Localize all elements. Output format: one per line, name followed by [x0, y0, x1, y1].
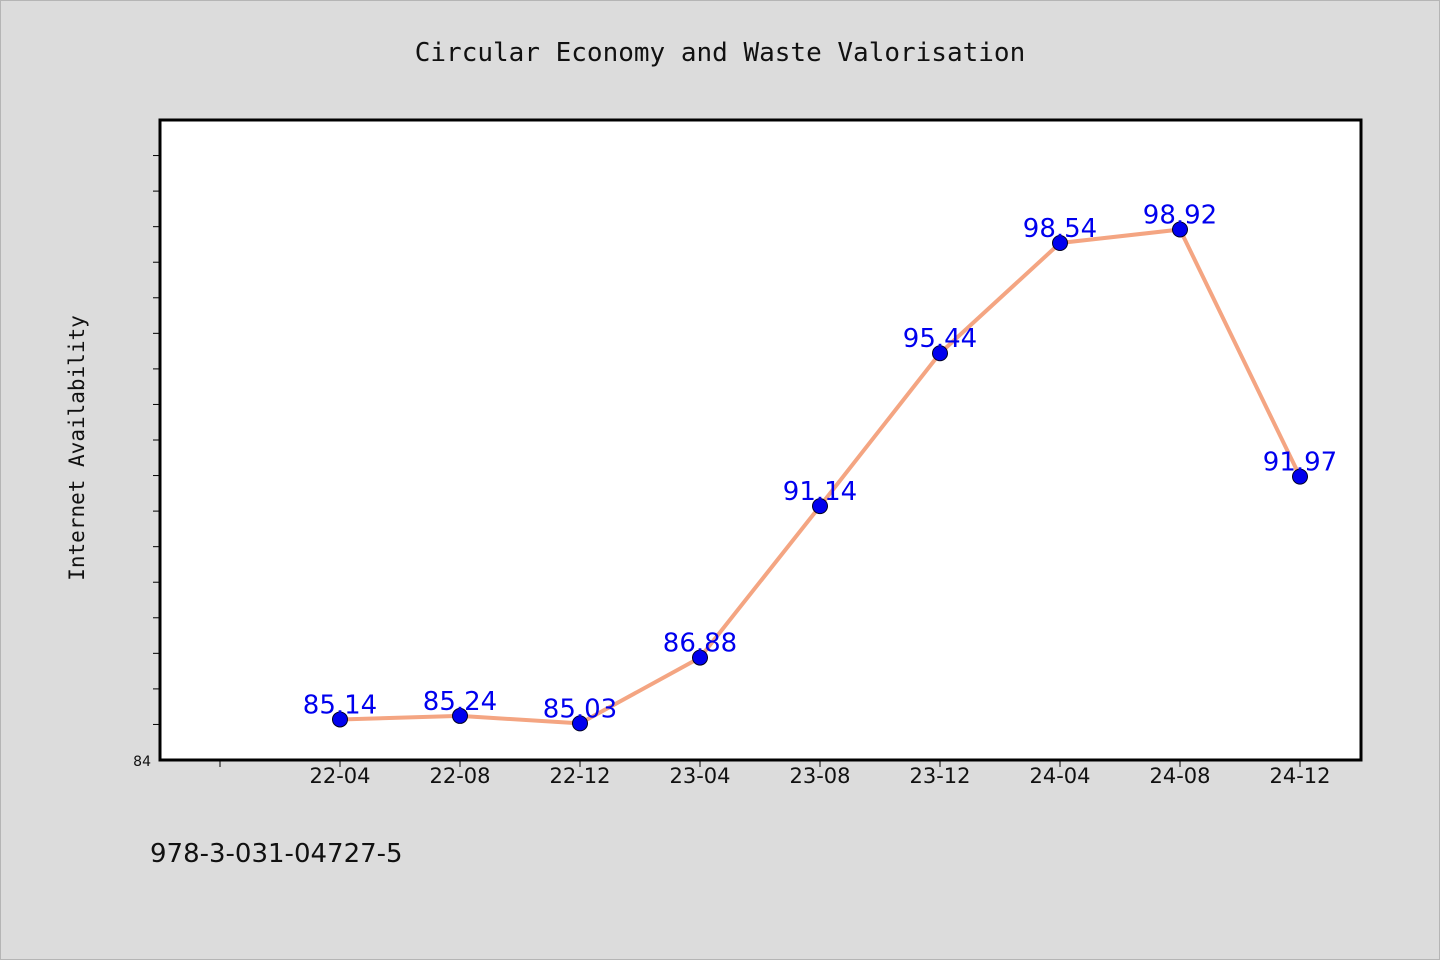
plot-area [160, 120, 1361, 760]
y-axis-min-label: 84 [133, 754, 151, 770]
plot-border [158, 118, 1363, 762]
data-label: 85.03 [543, 694, 617, 724]
x-tick-label: 24-04 [1029, 764, 1090, 788]
data-label: 98.54 [1023, 214, 1097, 244]
data-point [1172, 221, 1188, 238]
x-tick-label: 23-04 [669, 764, 730, 788]
footer-code: 978-3-031-04727-5 [150, 839, 403, 869]
data-point [572, 715, 588, 732]
x-tick-label: 23-12 [909, 764, 970, 788]
data-labels-layer: 85.14 85.24 85.03 86.88 91.14 95.44 98.54 98.92… [303, 201, 1337, 725]
y-axis-title: Internet Availability [65, 315, 89, 581]
data-point [1052, 235, 1068, 252]
data-point [1292, 468, 1308, 485]
data-label: 91.14 [783, 477, 857, 507]
data-label: 91.97 [1263, 448, 1337, 478]
x-tick-label: 22-08 [429, 764, 490, 788]
chart-title: Circular Economy and Waste Valorisation [415, 38, 1025, 68]
x-tick-label: 22-12 [549, 764, 610, 788]
markers-layer [332, 221, 1308, 732]
data-point [932, 345, 948, 362]
x-tick-label: 24-08 [1149, 764, 1210, 788]
x-tick-label: 24-12 [1269, 764, 1330, 788]
x-tick-label: 22-04 [309, 764, 370, 788]
data-point [332, 711, 348, 728]
x-tick-label: 23-08 [789, 764, 850, 788]
x-axis-tick-labels: 22-04 22-08 22-12 23-04 23-08 23-12 24-04 24-08… [309, 764, 1330, 788]
data-label: 98.92 [1143, 201, 1217, 231]
data-label: 85.14 [303, 690, 377, 720]
data-label: 85.24 [423, 687, 497, 717]
data-label: 86.88 [663, 629, 737, 659]
data-point [452, 707, 468, 724]
data-point [692, 649, 708, 666]
data-point [812, 498, 828, 515]
data-label: 95.44 [903, 324, 977, 354]
